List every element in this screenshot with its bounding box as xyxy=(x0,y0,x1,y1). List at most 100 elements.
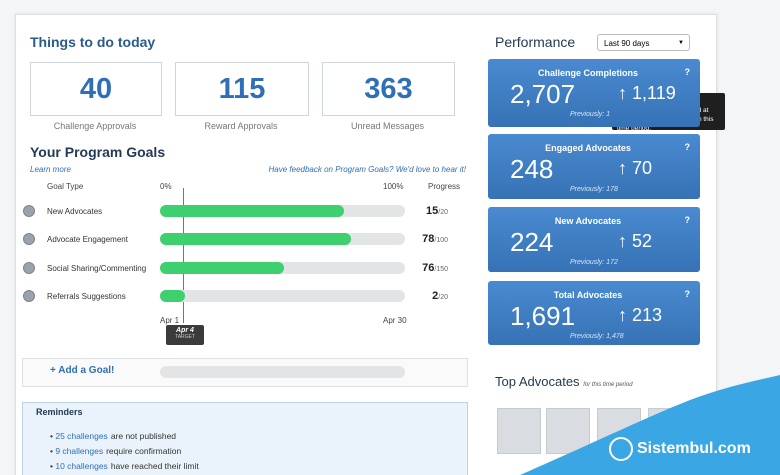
card-value: 224 xyxy=(510,227,554,257)
header-progress: Progress xyxy=(428,182,461,191)
perf-card: Engaged Advocates? 248 ↑ 70 Previously: 178 xyxy=(488,134,700,199)
card-title: Engaged Advocates xyxy=(545,143,631,153)
top-title: Top Advocates for this time period xyxy=(495,374,633,389)
card-previous: Previously: 178 xyxy=(570,186,618,193)
add-goal[interactable]: + Add a Goal! xyxy=(50,365,115,376)
learn-more[interactable]: Learn more xyxy=(30,165,71,174)
goal-name: Referrals Suggestions xyxy=(47,292,126,301)
stat-value: 115 xyxy=(218,73,266,105)
goal-track xyxy=(160,205,405,217)
reminder: • 9 challenges require confirmation xyxy=(50,446,181,456)
bullet: • xyxy=(50,446,56,456)
goal-current: 2 xyxy=(432,290,439,302)
goal-bar xyxy=(160,205,344,217)
logo xyxy=(609,437,633,461)
goal-value: 78/100 xyxy=(388,233,448,245)
goal-name: New Advocates xyxy=(47,207,103,216)
stat-label: Reward Approvals xyxy=(204,121,278,131)
target-marker: Apr 4 TARGET xyxy=(166,325,204,345)
top-advocates-title: Top Advocates xyxy=(495,374,580,389)
marker-date: Apr 4 xyxy=(176,327,194,334)
period-select[interactable]: Last 90 days ▼ xyxy=(597,34,690,51)
avatar[interactable] xyxy=(497,408,541,454)
stat-value: 363 xyxy=(364,73,413,105)
card-title: Challenge Completions xyxy=(537,68,638,78)
goal-current: 76 xyxy=(422,262,435,274)
gear xyxy=(23,290,35,302)
reminder-link[interactable]: 9 challenges xyxy=(55,446,104,456)
card-change: ↑ 1,119 xyxy=(618,83,676,103)
goal-track xyxy=(160,233,405,245)
goal-bar xyxy=(160,233,352,245)
card-change: ↑ 213 xyxy=(618,305,663,325)
goal-track xyxy=(160,290,405,302)
card-change: ↑ 52 xyxy=(618,231,653,251)
stat-label: Challenge Approvals xyxy=(53,121,137,131)
stat-box: 363 xyxy=(322,62,455,116)
avatar[interactable] xyxy=(546,408,590,454)
reminder: • 25 challenges are not published xyxy=(50,431,176,441)
stat-box: 40 xyxy=(30,62,162,116)
card-help[interactable]: ? xyxy=(684,142,691,152)
card-title: Total Advocates xyxy=(553,290,623,300)
goal-name: Social Sharing/Commenting xyxy=(47,264,147,273)
goal-target: /100 xyxy=(434,237,448,244)
reminders-title: Reminders xyxy=(36,407,83,417)
gear xyxy=(23,205,35,217)
target-line xyxy=(183,188,184,323)
reminders-box xyxy=(22,402,468,475)
add-goal-track xyxy=(160,366,405,378)
goal-current: 78 xyxy=(422,233,435,245)
card-help[interactable]: ? xyxy=(684,67,691,77)
period: Last 90 days xyxy=(604,39,650,48)
card-title: New Advocates xyxy=(554,216,622,226)
reminder-text: require confirmation xyxy=(106,446,182,456)
marker-sub: TARGET xyxy=(175,334,195,340)
card-help[interactable]: ? xyxy=(684,215,691,225)
performance-title: Performance xyxy=(495,34,576,50)
reminder-link[interactable]: 25 challenges xyxy=(55,431,108,441)
goal-target: /20 xyxy=(438,209,448,216)
card-previous: Previously: 1 xyxy=(570,111,611,118)
stat-box: 115 xyxy=(175,62,309,116)
header-type: Goal Type xyxy=(47,182,84,191)
timeline-end: Apr 30 xyxy=(383,316,407,325)
card-help[interactable]: ? xyxy=(684,289,691,299)
goal-bar xyxy=(160,262,285,274)
caret: ▼ xyxy=(678,40,684,46)
card-change: ↑ 70 xyxy=(618,158,653,178)
goal-target: /150 xyxy=(434,266,448,273)
stat-label: Unread Messages xyxy=(350,121,425,131)
goal-current: 15 xyxy=(426,205,439,217)
reminder: • 10 challenges have reached their limit xyxy=(50,461,199,471)
goal-value: 76/150 xyxy=(388,262,448,274)
perf-card: Challenge Completions? 2,707 ↑ 1,119 Previo… xyxy=(488,59,700,127)
todo-title: Things to do today xyxy=(30,34,156,50)
goal-value: 2/20 xyxy=(388,290,448,302)
top-subtitle: for this time period xyxy=(583,382,633,388)
perf-card: New Advocates? 224 ↑ 52 Previously: 172 xyxy=(488,207,700,272)
watermark: Sistembul.com xyxy=(637,440,751,457)
goal-track xyxy=(160,262,405,274)
wave xyxy=(520,375,780,475)
card-previous: Previously: 1,478 xyxy=(570,333,624,340)
header-start: 0% xyxy=(160,182,172,191)
goal-name: Advocate Engagement xyxy=(47,235,128,244)
reminder-text: are not published xyxy=(110,431,177,441)
gear xyxy=(23,262,35,274)
goal-bar xyxy=(160,290,185,302)
feedback-link[interactable]: Have feedback on Program Goals? We'd lov… xyxy=(268,165,466,174)
card-value: 2,707 xyxy=(510,79,576,109)
card-value: 1,691 xyxy=(510,301,576,331)
goals-title: Your Program Goals xyxy=(30,144,166,160)
perf-card: Total Advocates? 1,691 ↑ 213 Previously: 1,… xyxy=(488,281,700,345)
goal-target: /20 xyxy=(438,294,448,301)
goal-value: 15/20 xyxy=(388,205,448,217)
reminder-text: have reached their limit xyxy=(110,461,199,471)
card-previous: Previously: 172 xyxy=(570,259,618,266)
bullet: • xyxy=(50,461,56,471)
timeline-start: Apr 1 xyxy=(160,316,180,325)
reminder-link[interactable]: 10 challenges xyxy=(55,461,108,471)
